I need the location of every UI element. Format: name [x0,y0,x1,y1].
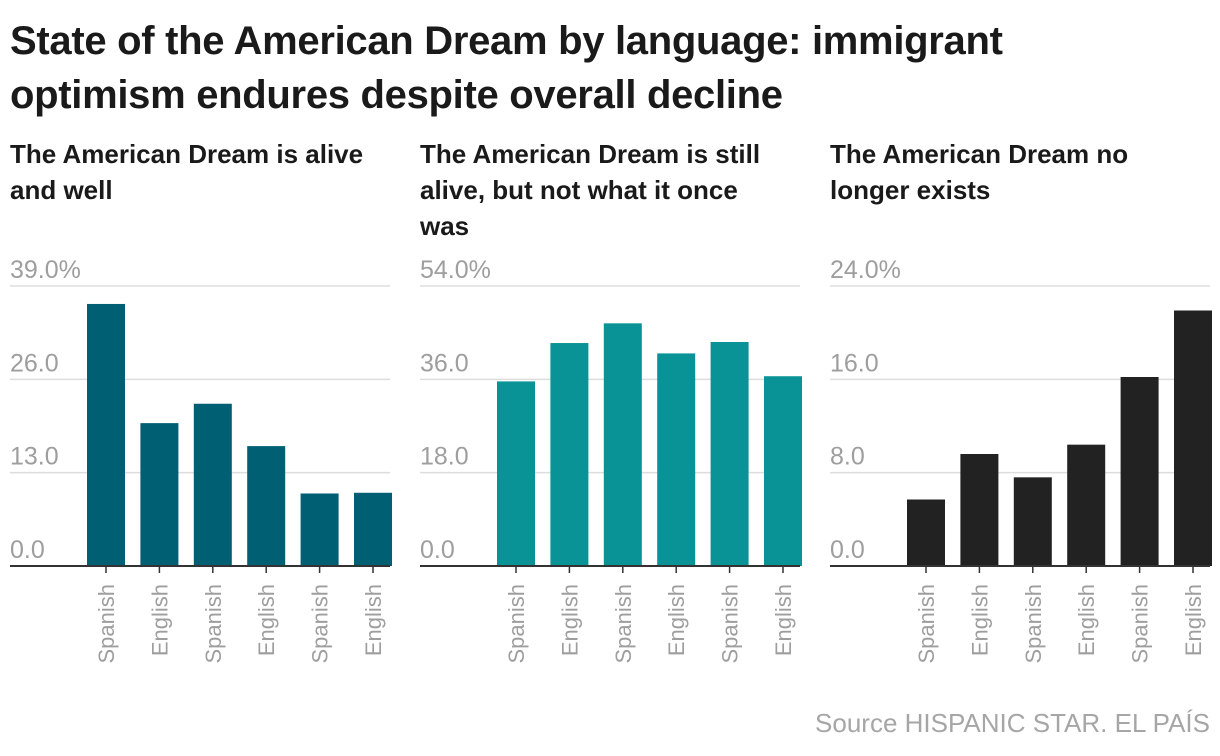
x-category-label: Spanish [1021,584,1046,664]
bar [300,493,339,566]
source-note: Source HISPANIC STAR. EL PAÍS [815,708,1210,738]
bar [247,446,286,566]
panel-alive-and-well: The American Dream is alive and well 0.0… [10,136,392,676]
x-category-label: Spanish [308,584,333,664]
bar [603,323,642,566]
bar [657,353,696,566]
y-tick-label: 54.0% [420,256,491,284]
y-tick-label: 0.0 [420,536,455,564]
bar [497,381,535,566]
bar-chart-no-longer-exists: 0.0 8.0 16.0 24.0% Spanish English Spanish Engl… [830,256,1212,664]
bar-chart-not-what-it-once-was: 0.0 18.0 36.0 54.0% Spanish English Spanish Eng… [420,256,802,664]
bar [764,376,802,566]
x-category-label: Spanish [914,584,939,664]
bar [1120,377,1159,566]
y-tick-label: 36.0 [420,349,469,377]
bar [140,423,179,566]
x-category-label: Spanish [1128,584,1153,664]
y-tick-label: 0.0 [10,536,45,564]
x-category-label: English [557,584,582,656]
x-category-label: Spanish [201,584,226,664]
y-tick-label: 8.0 [830,443,865,471]
x-category-label: Spanish [504,584,529,664]
panel-title: The American Dream no longer exists [830,139,1129,205]
y-tick-label: 13.0 [10,443,59,471]
x-category-label: English [771,584,796,656]
x-category-label: English [664,584,689,656]
y-tick-label: 18.0 [420,443,469,471]
bar [1174,310,1212,566]
x-category-label: English [967,584,992,656]
panel-title: The American Dream is alive and well [10,139,364,205]
bar [354,492,392,566]
y-tick-label: 26.0 [10,349,59,377]
bar [1067,444,1106,566]
y-tick-label: 0.0 [830,536,865,564]
y-tick-label: 16.0 [830,349,879,377]
x-category-label: English [361,584,386,656]
y-tick-label: 24.0% [830,256,901,284]
x-category-label: English [147,584,172,656]
panel-not-what-it-once-was: The American Dream is still alive, but n… [420,136,802,676]
bar [1013,477,1052,566]
bar [550,343,589,566]
y-tick-label: 39.0% [10,256,81,284]
x-category-label: English [254,584,279,656]
bar [907,499,945,566]
panel-title: The American Dream is still alive, but n… [420,139,761,241]
bar [87,303,125,566]
bar [193,403,232,566]
x-category-label: English [1074,584,1099,656]
panel-no-longer-exists: The American Dream no longer exists 0.0 8… [830,136,1212,676]
bar [710,342,749,566]
x-category-label: Spanish [718,584,743,664]
x-category-label: Spanish [611,584,636,664]
chart-title: State of the American Dream by language:… [10,19,1003,117]
bar-chart-alive-and-well: 0.0 13.0 26.0 39.0% Spanish English Spanish Eng… [10,256,392,664]
x-category-label: English [1181,584,1206,656]
bar [960,454,999,566]
x-category-label: Spanish [94,584,119,664]
